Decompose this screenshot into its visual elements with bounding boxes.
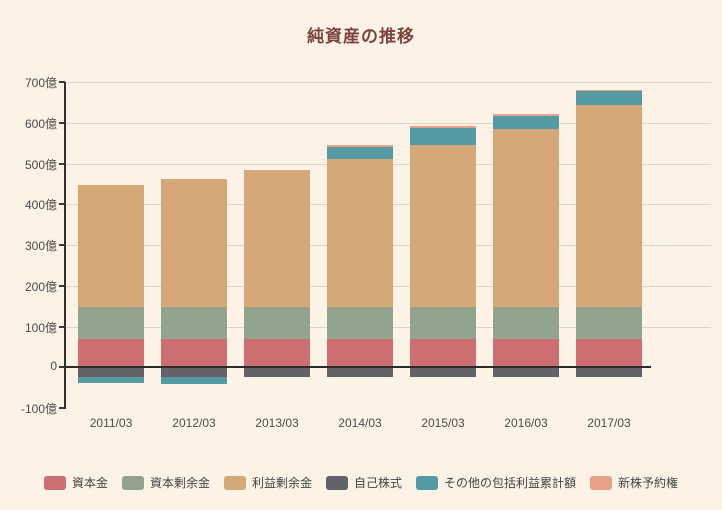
chart-legend: 資本金 資本剰余金 利益剰余金 自己株式 その他の包括利益累計額 新株予約権 — [0, 474, 722, 491]
legend-swatch-capital-surplus — [121, 475, 144, 490]
bar-segment-rights-2015/03[interactable] — [410, 126, 476, 129]
legend-swatch-rights — [590, 475, 613, 490]
bar-segment-capital-2013/03[interactable] — [244, 338, 310, 368]
legend-label-oci: その他の包括利益累計額 — [444, 476, 577, 490]
legend-label-retained: 利益剰余金 — [251, 476, 312, 490]
bar-segment-oci-2017/03[interactable] — [576, 91, 642, 105]
bar-segment-retained-2016/03[interactable] — [493, 128, 559, 307]
bar-segment-treasury-2015/03[interactable] — [410, 367, 476, 378]
y-axis-tick — [59, 366, 65, 369]
bar-segment-capital-surplus-2011/03[interactable] — [78, 306, 144, 339]
bar-segment-capital-2015/03[interactable] — [410, 338, 476, 368]
y-axis-tick — [59, 121, 65, 124]
legend-swatch-capital — [43, 475, 66, 490]
y-axis-label: 300億 — [24, 239, 57, 253]
y-axis-tick — [59, 407, 65, 409]
bar-segment-capital-surplus-2016/03[interactable] — [493, 306, 559, 339]
legend-item-oci[interactable]: その他の包括利益累計額 — [416, 474, 576, 491]
x-axis-label-2014/03: 2014/03 — [338, 416, 382, 430]
plot-area — [66, 82, 711, 408]
y-axis-tick — [59, 203, 65, 206]
x-axis-label-2012/03: 2012/03 — [172, 416, 216, 430]
y-axis-tick — [59, 325, 65, 328]
y-axis-tick — [59, 284, 65, 287]
y-axis-tick — [59, 162, 65, 165]
bar-segment-retained-2012/03[interactable] — [161, 178, 227, 307]
y-axis-line — [64, 82, 66, 409]
x-axis-label-2015/03: 2015/03 — [421, 416, 465, 430]
legend-item-capital-surplus[interactable]: 資本剰余金 — [121, 474, 210, 491]
bar-segment-treasury-2013/03[interactable] — [244, 367, 310, 378]
legend-label-rights: 新株予約権 — [618, 476, 679, 490]
bar-segment-retained-2017/03[interactable] — [576, 104, 642, 307]
legend-swatch-oci — [416, 475, 439, 490]
legend-label-treasury: 自己株式 — [354, 476, 403, 490]
y-axis-label: 200億 — [24, 279, 57, 294]
legend-item-rights[interactable]: 新株予約権 — [590, 474, 678, 491]
legend-swatch-retained — [223, 475, 246, 490]
bar-segment-capital-surplus-2014/03[interactable] — [327, 306, 393, 339]
bar-segment-retained-2015/03[interactable] — [410, 145, 476, 307]
gridline-600 — [66, 122, 711, 124]
gridline-700 — [66, 82, 711, 83]
legend-swatch-treasury — [326, 475, 348, 490]
zero-axis-line — [66, 366, 651, 369]
bar-segment-retained-2013/03[interactable] — [244, 169, 310, 307]
bar-segment-oci-2016/03[interactable] — [493, 116, 559, 129]
y-axis-tick — [59, 81, 65, 83]
x-axis-label-2011/03: 2011/03 — [89, 416, 133, 430]
bar-segment-oci-2014/03[interactable] — [327, 146, 393, 160]
bar-segment-rights-2017/03[interactable] — [576, 89, 642, 92]
bar-segment-treasury-2016/03[interactable] — [493, 367, 559, 378]
x-axis-label-2016/03: 2016/03 — [504, 416, 548, 430]
y-axis-label: 0 — [50, 359, 57, 374]
bar-segment-capital-2012/03[interactable] — [161, 338, 227, 368]
bar-segment-treasury-2014/03[interactable] — [327, 367, 393, 377]
bar-segment-capital-surplus-2017/03[interactable] — [576, 306, 642, 339]
bar-segment-capital-2014/03[interactable] — [327, 338, 393, 368]
bar-segment-capital-2016/03[interactable] — [493, 338, 559, 368]
bar-segment-treasury-2017/03[interactable] — [576, 367, 642, 378]
legend-item-treasury[interactable]: 自己株式 — [326, 474, 402, 491]
bar-segment-retained-2011/03[interactable] — [78, 185, 144, 307]
bar-segment-rights-2016/03[interactable] — [493, 114, 559, 117]
y-axis-label: -100億 — [20, 402, 57, 416]
x-axis-label-2013/03: 2013/03 — [255, 416, 299, 430]
legend-item-capital[interactable]: 資本金 — [43, 474, 108, 491]
bar-segment-retained-2014/03[interactable] — [327, 159, 393, 307]
y-axis-label: 100億 — [24, 320, 57, 335]
bar-segment-capital-surplus-2012/03[interactable] — [161, 306, 227, 339]
bar-segment-oci-2011/03[interactable] — [78, 376, 144, 384]
bar-segment-oci-2012/03[interactable] — [161, 376, 227, 384]
bar-segment-rights-2014/03[interactable] — [327, 145, 393, 147]
bar-segment-capital-surplus-2015/03[interactable] — [410, 306, 476, 339]
bar-segment-treasury-2012/03[interactable] — [161, 367, 227, 377]
legend-label-capital-surplus: 資本剰余金 — [149, 476, 210, 490]
x-axis-label-2017/03: 2017/03 — [587, 416, 631, 430]
y-axis-label: 500億 — [24, 157, 57, 172]
y-axis-label: 600億 — [24, 116, 57, 131]
y-axis-tick — [59, 244, 65, 246]
bar-segment-capital-2017/03[interactable] — [576, 338, 642, 368]
chart-title: 純資産の推移 — [307, 27, 415, 46]
bar-segment-oci-2015/03[interactable] — [410, 128, 476, 146]
bar-segment-treasury-2011/03[interactable] — [78, 367, 144, 377]
y-axis-label: 400億 — [24, 198, 57, 213]
bar-segment-capital-2011/03[interactable] — [78, 338, 144, 368]
legend-item-retained[interactable]: 利益剰余金 — [223, 474, 312, 491]
bar-segment-capital-surplus-2013/03[interactable] — [244, 306, 310, 339]
y-axis-label: 700億 — [24, 76, 57, 90]
legend-label-capital: 資本金 — [71, 476, 108, 490]
